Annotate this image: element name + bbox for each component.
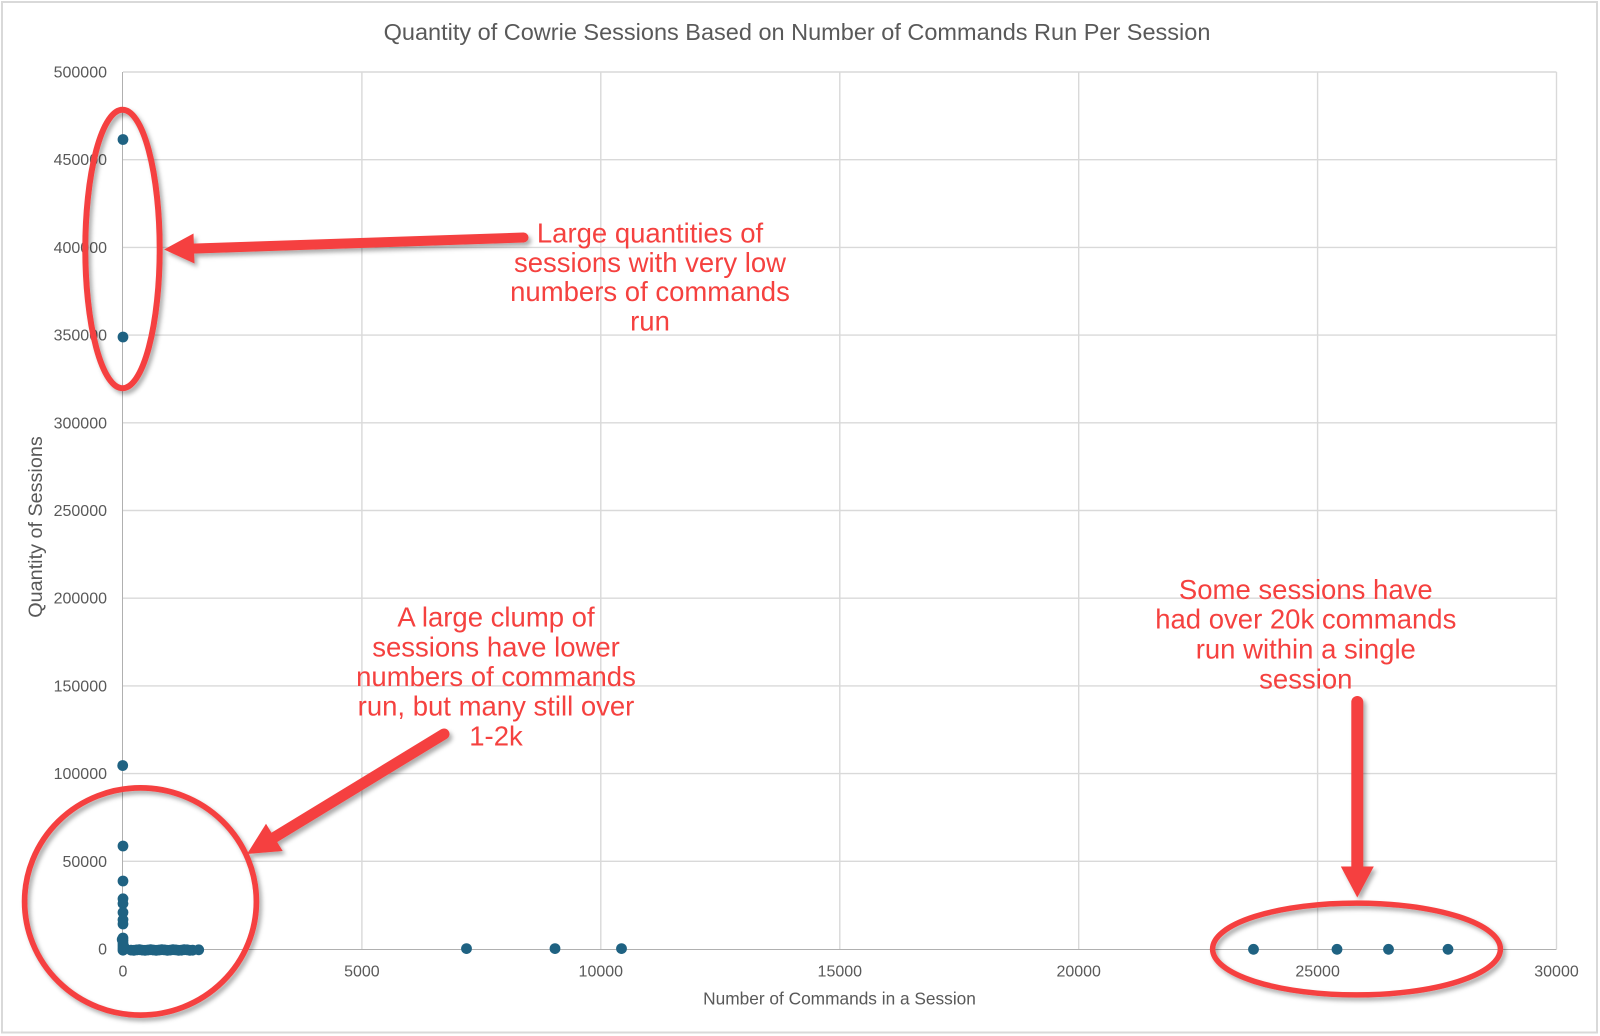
- svg-text:run, but many still over: run, but many still over: [358, 691, 635, 722]
- svg-text:30000: 30000: [1534, 964, 1579, 981]
- svg-text:sessions with very low: sessions with very low: [514, 247, 786, 278]
- svg-text:run: run: [630, 305, 670, 336]
- svg-text:1-2k: 1-2k: [469, 720, 523, 751]
- svg-text:Large quantities of: Large quantities of: [537, 218, 764, 249]
- svg-text:5000: 5000: [344, 964, 380, 981]
- svg-text:Quantity of Cowrie Sessions Ba: Quantity of Cowrie Sessions Based on Num…: [384, 19, 1211, 45]
- svg-text:Quantity of Sessions: Quantity of Sessions: [25, 436, 47, 618]
- svg-text:50000: 50000: [63, 854, 108, 871]
- svg-text:450000: 450000: [54, 152, 107, 169]
- svg-text:sessions have lower: sessions have lower: [372, 631, 620, 662]
- svg-text:250000: 250000: [54, 503, 107, 520]
- svg-text:0: 0: [98, 942, 107, 959]
- svg-text:A large clump of: A large clump of: [397, 602, 595, 633]
- svg-text:numbers of commands: numbers of commands: [510, 276, 790, 307]
- svg-text:500000: 500000: [54, 65, 107, 82]
- svg-text:0: 0: [119, 964, 128, 981]
- svg-text:400000: 400000: [54, 240, 107, 257]
- svg-text:20000: 20000: [1056, 964, 1101, 981]
- svg-text:Some sessions have: Some sessions have: [1179, 574, 1433, 605]
- svg-text:Number of Commands in a Sessio: Number of Commands in a Session: [703, 989, 976, 1009]
- svg-text:100000: 100000: [54, 766, 107, 783]
- svg-text:session: session: [1259, 663, 1352, 694]
- svg-text:25000: 25000: [1295, 964, 1340, 981]
- svg-text:15000: 15000: [818, 964, 863, 981]
- svg-text:10000: 10000: [579, 964, 624, 981]
- svg-text:run within a single: run within a single: [1196, 634, 1416, 665]
- svg-text:had over 20k commands: had over 20k commands: [1155, 604, 1456, 635]
- svg-text:200000: 200000: [54, 591, 107, 608]
- svg-text:350000: 350000: [54, 328, 107, 345]
- svg-text:numbers of commands: numbers of commands: [356, 661, 636, 692]
- svg-text:150000: 150000: [54, 678, 107, 695]
- svg-text:300000: 300000: [54, 415, 107, 432]
